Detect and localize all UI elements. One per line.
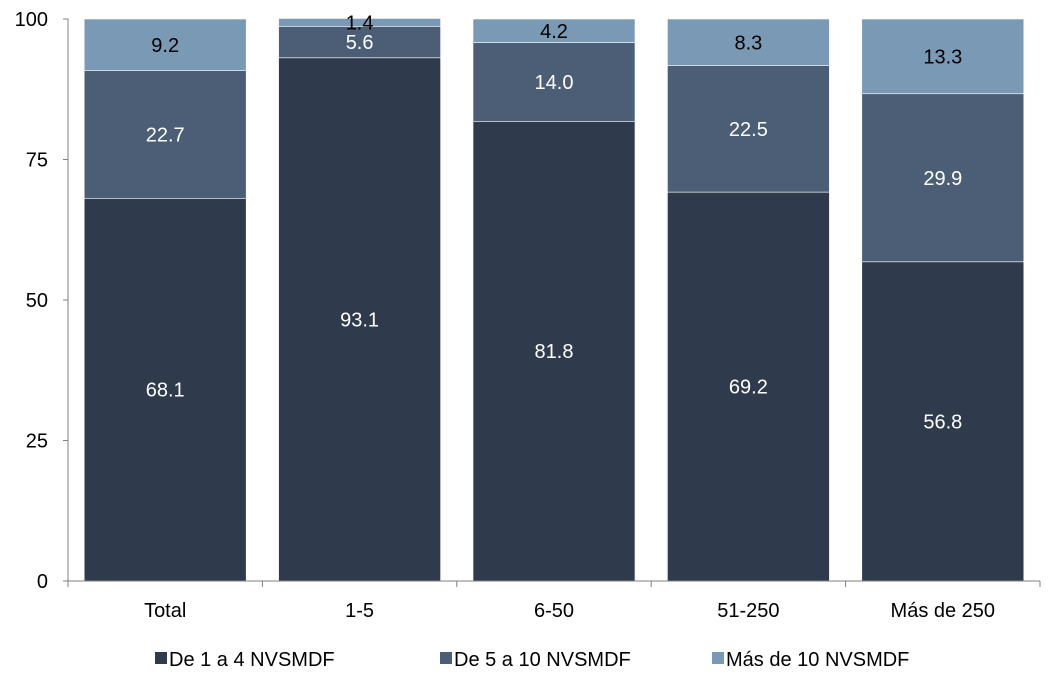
data-label: 69.2: [729, 377, 768, 399]
x-tick-label: Total: [144, 600, 186, 622]
bar-segment: [278, 57, 441, 582]
y-tick-label: 25: [26, 431, 48, 453]
bar-segment: [472, 42, 636, 122]
data-label: 1.4: [346, 12, 374, 34]
bar-segment: [472, 18, 636, 43]
y-tick-label: 50: [26, 290, 48, 312]
legend-label: De 5 a 10 NVSMDF: [454, 649, 631, 671]
bars-layer: [83, 18, 1025, 582]
data-label: 8.3: [734, 32, 762, 54]
data-label: 4.2: [540, 21, 568, 43]
x-tick-label: 1-5: [345, 600, 374, 622]
axes-layer: Total 1-5 6-50 51-250 Más de 250 0 25 50 75 100: [15, 9, 1041, 622]
data-label: 68.1: [146, 380, 185, 402]
bar-segment: [83, 197, 247, 582]
bar-segment: [278, 18, 441, 27]
bar-segment: [278, 26, 441, 59]
legend-swatch: [440, 652, 452, 664]
data-label: 81.8: [535, 341, 574, 363]
bar-segment: [861, 261, 1025, 582]
data-label: 22.5: [729, 119, 768, 141]
data-label: 5.6: [346, 32, 374, 54]
bar-segment: [667, 18, 830, 66]
data-label: 29.9: [923, 168, 962, 190]
x-tick-label: 6-50: [534, 600, 574, 622]
legend-label: De 1 a 4 NVSMDF: [169, 649, 335, 671]
bar-segment: [83, 70, 247, 199]
data-label: 14.0: [535, 72, 574, 94]
legend: De 1 a 4 NVSMDF De 5 a 10 NVSMDF Más de 10…: [155, 649, 909, 671]
x-tick-label: 51-250: [717, 600, 779, 622]
data-labels-layer: 68.1 22.7 9.2 93.1 5.61.4 81.8 14.0 4.2 69.2 22.5…: [146, 12, 963, 433]
bar-segment: [472, 120, 636, 582]
x-tick-label: Más de 250: [891, 600, 996, 622]
y-tick-label: 75: [26, 150, 48, 172]
data-label: 56.8: [923, 411, 962, 433]
y-tick-label: 0: [37, 571, 48, 593]
bar-segment: [667, 65, 830, 193]
data-label: 9.2: [151, 35, 179, 57]
bar-segment: [83, 18, 247, 72]
y-tick-label: 100: [15, 9, 48, 31]
bar-segment: [861, 93, 1025, 263]
data-label: 13.3: [923, 46, 962, 68]
data-label: 22.7: [146, 124, 185, 146]
legend-swatch: [155, 652, 167, 664]
legend-swatch: [712, 652, 724, 664]
legend-label: Más de 10 NVSMDF: [726, 649, 909, 671]
data-label: 93.1: [340, 309, 379, 331]
bar-segment: [861, 18, 1025, 95]
